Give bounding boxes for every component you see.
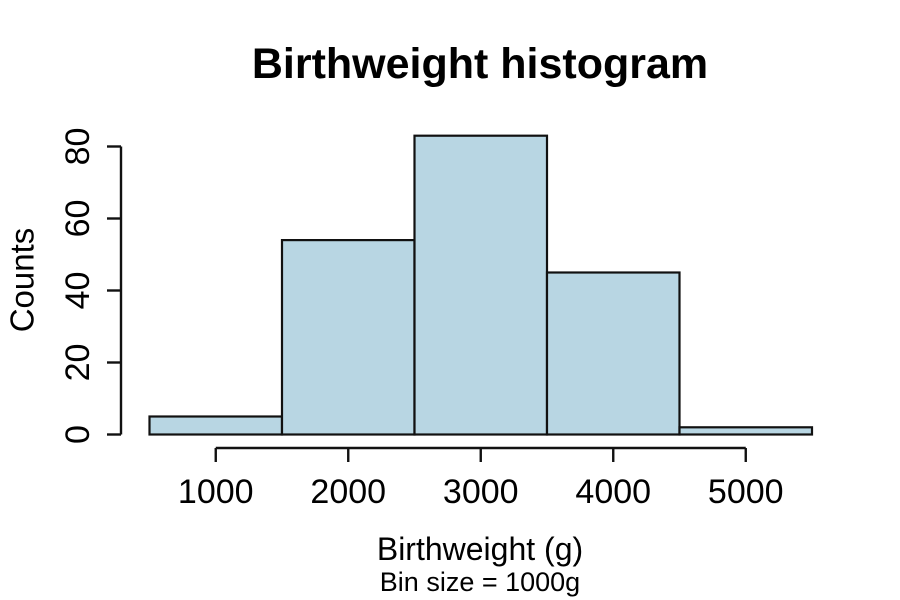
bin-size-note: Bin size = 1000g [379, 567, 581, 597]
x-tick-label: 2000 [310, 473, 386, 511]
x-tick-label: 3000 [443, 473, 519, 511]
chart-title: Birthweight histogram [251, 40, 709, 88]
histogram-bar [678, 426, 814, 436]
histogram-bar [413, 134, 549, 436]
x-tick-label: 5000 [708, 473, 784, 511]
y-tick-label: 40 [59, 272, 97, 310]
y-tick-label: 80 [59, 128, 97, 166]
y-tick-label: 20 [59, 344, 97, 382]
x-tick-label: 1000 [178, 473, 254, 511]
histogram-bar [545, 271, 681, 436]
histogram-bar [148, 415, 284, 436]
y-tick-label: 0 [59, 425, 97, 444]
y-tick-label: 60 [59, 200, 97, 238]
x-axis-label: Birthweight (g) [376, 531, 584, 567]
x-tick-label: 4000 [575, 473, 651, 511]
histogram-bar [280, 239, 416, 436]
